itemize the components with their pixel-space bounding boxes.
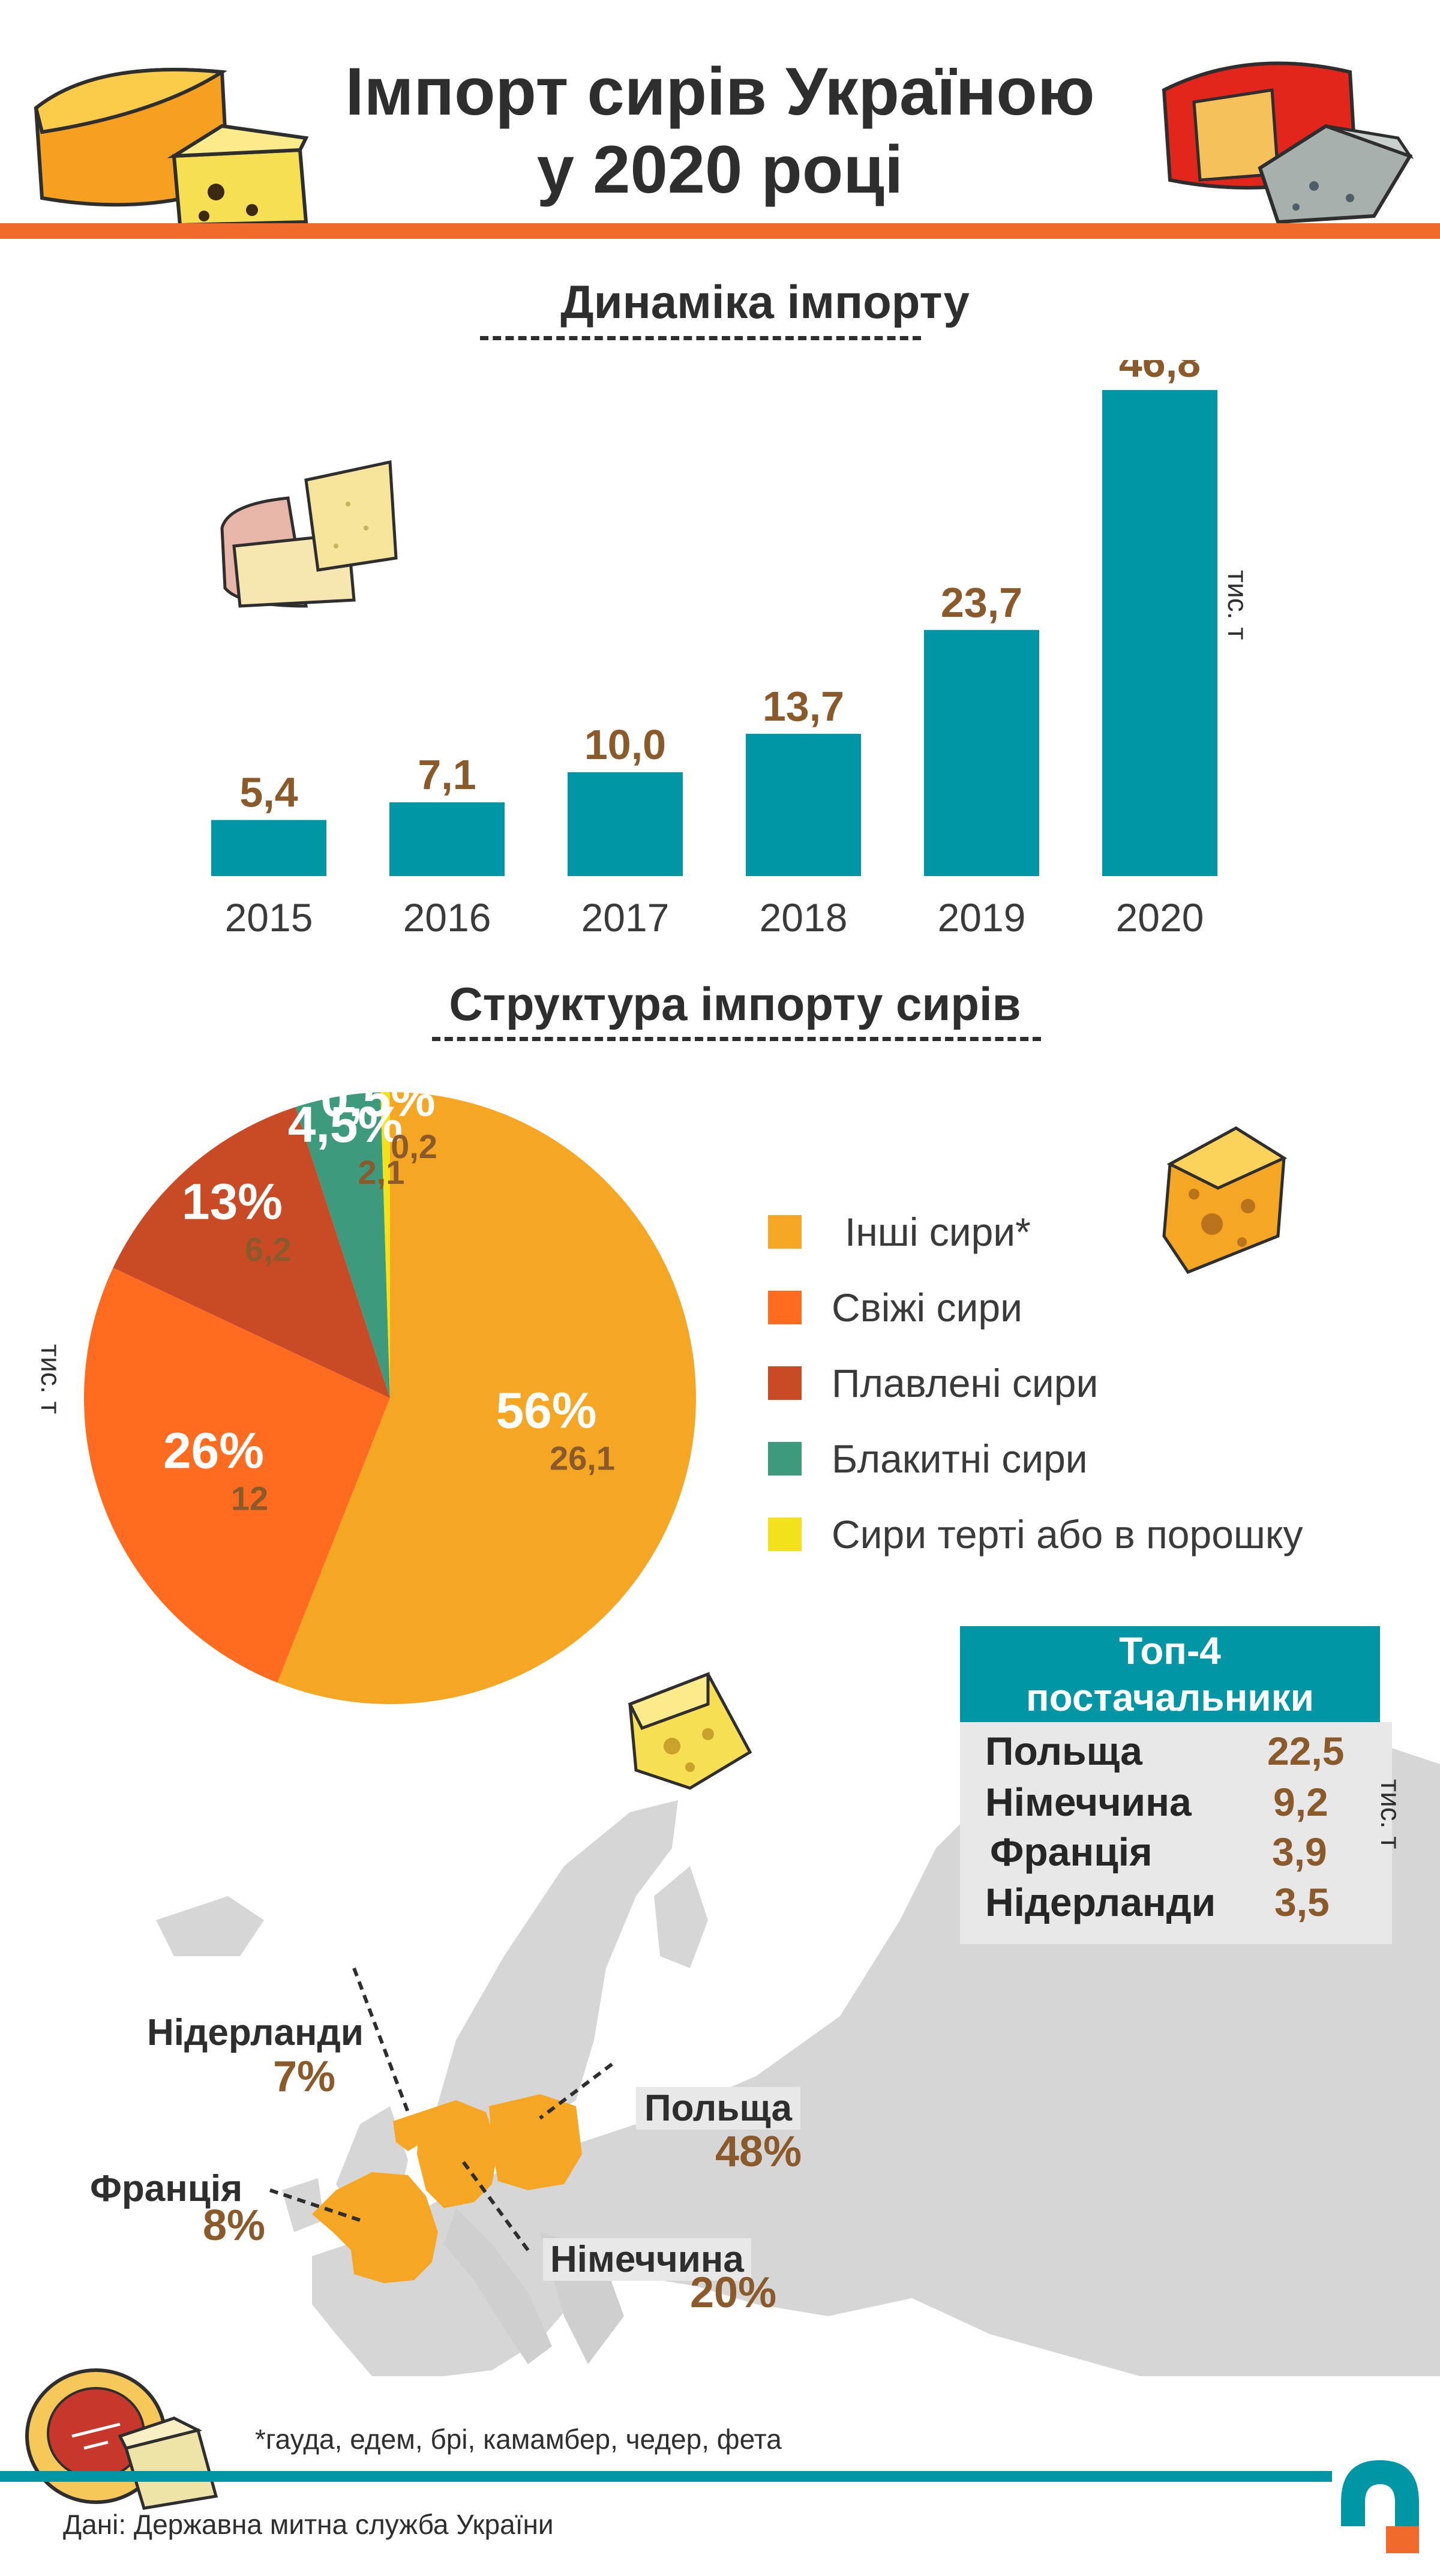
bar xyxy=(568,772,683,876)
pie-value-label: 0,2 xyxy=(391,1127,437,1165)
map-share-netherlands: 7% xyxy=(273,2053,336,2101)
map-poland xyxy=(489,2094,582,2190)
bar-chart-title: Динаміка імпорту xyxy=(560,275,970,328)
map-label-france: Франція xyxy=(90,2168,243,2209)
top4-title-line1: Топ-4 xyxy=(1119,1629,1221,1672)
map-germany xyxy=(417,2100,498,2208)
bar-category-label: 2016 xyxy=(403,895,491,940)
table-row: Нідерланди 3,5 xyxy=(985,1879,1330,1925)
bar-value-label: 46,8 xyxy=(1119,360,1201,386)
legend-item: Плавлені сири xyxy=(768,1345,1428,1421)
pie-percent-label: 26% xyxy=(163,1422,264,1479)
footer-cheese-illustration xyxy=(18,2358,222,2514)
table-row: Польща 22,5 xyxy=(985,1728,1344,1774)
legend-label: Сири терті або в порошку xyxy=(832,1512,1303,1557)
map-cheese-illustration xyxy=(618,1662,762,1806)
map-netherlands xyxy=(393,2112,423,2151)
bar-value-label: 23,7 xyxy=(941,579,1022,626)
pie-slice xyxy=(277,1092,696,1704)
pie-legend: Інші сири* Свіжі сири Плавлені сири Блак… xyxy=(768,1194,1428,1572)
pie-slice xyxy=(380,1092,390,1398)
pie-value-label: 26,1 xyxy=(550,1440,615,1477)
bar-category-label: 2017 xyxy=(581,895,670,940)
legend-label: Свіжі сири xyxy=(832,1285,1022,1330)
page-title-line2: у 2020 році xyxy=(536,132,904,207)
map-label-germany: Німеччина xyxy=(543,2238,751,2281)
top4-title-line2: постачальники xyxy=(1026,1676,1314,1719)
bar-value-label: 10,0 xyxy=(584,721,666,768)
bar xyxy=(211,820,326,876)
map-label-poland: Польща xyxy=(636,2087,800,2130)
pie-value-label: 6,2 xyxy=(245,1231,292,1268)
bar-category-label: 2018 xyxy=(760,895,848,940)
pie-chart-title-underline xyxy=(432,1037,1041,1041)
legend-item: Інші сири* xyxy=(768,1194,1428,1270)
legend-item: Блакитні сири xyxy=(768,1421,1428,1497)
bar xyxy=(1102,390,1217,876)
pie-slice xyxy=(295,1092,390,1398)
top4-table: Польща 22,5 Німеччина 9,2 Франція 3,9 Ні… xyxy=(960,1722,1392,1944)
table-value: 3,5 xyxy=(1274,1880,1330,1924)
legend-swatch xyxy=(768,1291,802,1324)
pie-chart-title: Структура імпорту сирів xyxy=(449,977,1021,1030)
map-label-netherlands: Нідерланди xyxy=(147,2012,364,2053)
map-share-germany: 20% xyxy=(690,2269,777,2317)
table-row: Франція 3,9 xyxy=(990,1829,1327,1875)
header-cheese-left-illustration xyxy=(24,36,318,228)
pie-percent-label: 56% xyxy=(496,1383,596,1439)
table-country: Франція xyxy=(990,1830,1153,1874)
pie-slice xyxy=(84,1267,390,1683)
top4-header: Топ-4 постачальники xyxy=(960,1626,1380,1722)
table-row: Німеччина 9,2 xyxy=(985,1779,1328,1825)
table-country: Нідерланди xyxy=(985,1880,1216,1924)
footer-divider xyxy=(0,2471,1332,2482)
pie-percent-label: 0,5% xyxy=(320,1070,435,1127)
legend-item: Сири терті або в порошку xyxy=(768,1497,1428,1572)
table-value: 3,9 xyxy=(1272,1830,1327,1874)
bar-value-label: 7,1 xyxy=(418,751,476,798)
bar-chart-cheese-illustration xyxy=(216,456,408,618)
pie-slice xyxy=(113,1106,390,1398)
brand-logo-icon xyxy=(1329,2436,1425,2556)
legend-label: Плавлені сири xyxy=(832,1361,1099,1405)
top4-unit: тис. т xyxy=(1375,1779,1406,1849)
header-cheese-right-illustration xyxy=(1158,36,1422,228)
legend-swatch xyxy=(768,1442,802,1476)
pie-cheese-illustration xyxy=(1152,1116,1296,1278)
data-source: Дані: Державна митна служба України xyxy=(63,2509,554,2540)
pie-value-label: 2,1 xyxy=(358,1153,405,1191)
legend-swatch xyxy=(768,1366,802,1400)
legend-swatch xyxy=(768,1215,802,1249)
bar xyxy=(389,802,505,876)
map-share-poland: 48% xyxy=(715,2128,802,2176)
bar-category-label: 2019 xyxy=(938,895,1026,940)
pie-percent-label: 4,5% xyxy=(288,1096,403,1153)
legend-swatch xyxy=(768,1518,802,1551)
bar-value-label: 13,7 xyxy=(763,683,844,730)
bar xyxy=(924,629,1039,876)
bar-category-label: 2015 xyxy=(225,895,313,940)
pie-chart: 56%26,1 26%12 13%6,2 4,5%2,1 0,5%0,2 xyxy=(84,1070,696,1704)
bar-value-label: 5,4 xyxy=(239,769,298,816)
legend-label: Блакитні сири xyxy=(832,1437,1088,1481)
pie-percent-label: 13% xyxy=(182,1174,283,1230)
map-share-france: 8% xyxy=(203,2202,266,2250)
page-title-line1: Імпорт сирів Україною xyxy=(345,54,1095,129)
footnote: *гауда, едем, брі, камамбер, чедер, фета xyxy=(255,2424,782,2455)
legend-item: Свіжі сири xyxy=(768,1270,1428,1345)
header-divider xyxy=(0,223,1440,239)
bar xyxy=(746,733,861,876)
map-france xyxy=(312,2172,438,2283)
table-country: Німеччина xyxy=(985,1780,1192,1824)
bar-chart-unit: тис. т xyxy=(1222,570,1253,640)
bar-chart-title-underline xyxy=(480,336,921,340)
pie-chart-unit: тис. т xyxy=(35,1344,67,1414)
table-value: 9,2 xyxy=(1273,1780,1328,1824)
pie-value-label: 12 xyxy=(231,1479,268,1517)
legend-label: Інші сири* xyxy=(845,1210,1031,1254)
bar-category-label: 2020 xyxy=(1116,895,1204,940)
table-value: 22,5 xyxy=(1267,1729,1345,1773)
table-country: Польща xyxy=(985,1729,1142,1773)
bar-chart: 5,4 2015 7,1 2016 10,0 2017 13,7 2018 23,7 2019 46… xyxy=(211,360,1217,940)
